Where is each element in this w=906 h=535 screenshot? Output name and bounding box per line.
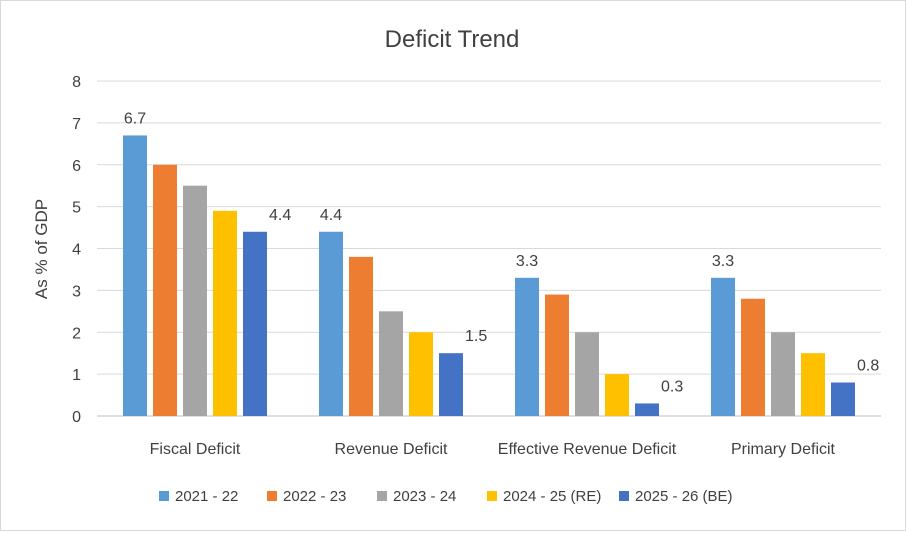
y-tick-label: 2 (72, 325, 81, 342)
x-category-label: Primary Deficit (731, 441, 836, 458)
y-axis-ticks: 0 1 2 3 4 5 6 7 8 (72, 74, 81, 426)
bar-4-1 (213, 210, 237, 416)
bar-1-4 (711, 277, 735, 416)
data-label: 0.8 (857, 358, 879, 375)
legend-swatch (159, 491, 169, 501)
x-category-label: Revenue Deficit (335, 441, 449, 458)
legend-item: 2021 - 22 (159, 488, 238, 505)
x-category-label: Effective Revenue Deficit (498, 441, 677, 458)
bar-5-4 (831, 382, 855, 416)
bar-3-4 (771, 332, 795, 416)
data-label: 4.4 (320, 207, 342, 224)
y-tick-label: 1 (72, 367, 81, 384)
legend-swatch (377, 491, 387, 501)
x-axis-categories: Fiscal Deficit Revenue Deficit Effective R… (150, 441, 836, 458)
bars (123, 135, 855, 416)
data-label: 1.5 (465, 328, 487, 345)
bar-4-3 (605, 374, 629, 416)
y-axis-label: As % of GDP (32, 199, 51, 299)
bar-3-2 (379, 311, 403, 416)
legend-label: 2024 - 25 (RE) (503, 488, 601, 505)
data-label: 6.7 (124, 110, 146, 127)
legend-swatch (267, 491, 277, 501)
bar-5-3 (635, 403, 659, 416)
legend-label: 2021 - 22 (175, 488, 238, 505)
data-label: 3.3 (516, 253, 538, 270)
y-tick-label: 5 (72, 200, 81, 217)
y-tick-label: 6 (72, 158, 81, 175)
legend-item: 2024 - 25 (RE) (487, 488, 601, 505)
bar-5-1 (243, 231, 267, 416)
legend-swatch (619, 491, 629, 501)
y-tick-label: 8 (72, 74, 81, 91)
bar-4-4 (801, 353, 825, 416)
bar-3-1 (183, 185, 207, 416)
bar-1-1 (123, 135, 147, 416)
data-label: 3.3 (712, 253, 734, 270)
chart-title: Deficit Trend (385, 26, 520, 53)
bar-1-2 (319, 231, 343, 416)
legend-label: 2025 - 26 (BE) (635, 488, 733, 505)
y-tick-label: 4 (72, 242, 81, 259)
legend-item: 2022 - 23 (267, 488, 346, 505)
bar-5-2 (439, 353, 463, 416)
bar-2-2 (349, 256, 373, 416)
y-tick-label: 0 (72, 409, 81, 426)
y-tick-label: 3 (72, 283, 81, 300)
data-label: 4.4 (269, 207, 291, 224)
bar-2-4 (741, 298, 765, 416)
legend-swatch (487, 491, 497, 501)
bar-2-3 (545, 294, 569, 416)
x-category-label: Fiscal Deficit (150, 441, 241, 458)
data-label: 0.3 (661, 378, 683, 395)
bar-4-2 (409, 332, 433, 416)
legend-label: 2022 - 23 (283, 488, 346, 505)
legend-item: 2025 - 26 (BE) (619, 488, 733, 505)
legend-item: 2023 - 24 (377, 488, 456, 505)
y-tick-label: 7 (72, 116, 81, 133)
bar-2-1 (153, 164, 177, 416)
legend: 2021 - 22 2022 - 23 2023 - 24 2024 - 25 (RE… (159, 488, 733, 505)
bar-1-3 (515, 277, 539, 416)
legend-label: 2023 - 24 (393, 488, 456, 505)
bar-3-3 (575, 332, 599, 416)
data-labels: 6.7 4.4 4.4 1.5 3.3 0.3 3.3 0.8 (124, 110, 879, 395)
